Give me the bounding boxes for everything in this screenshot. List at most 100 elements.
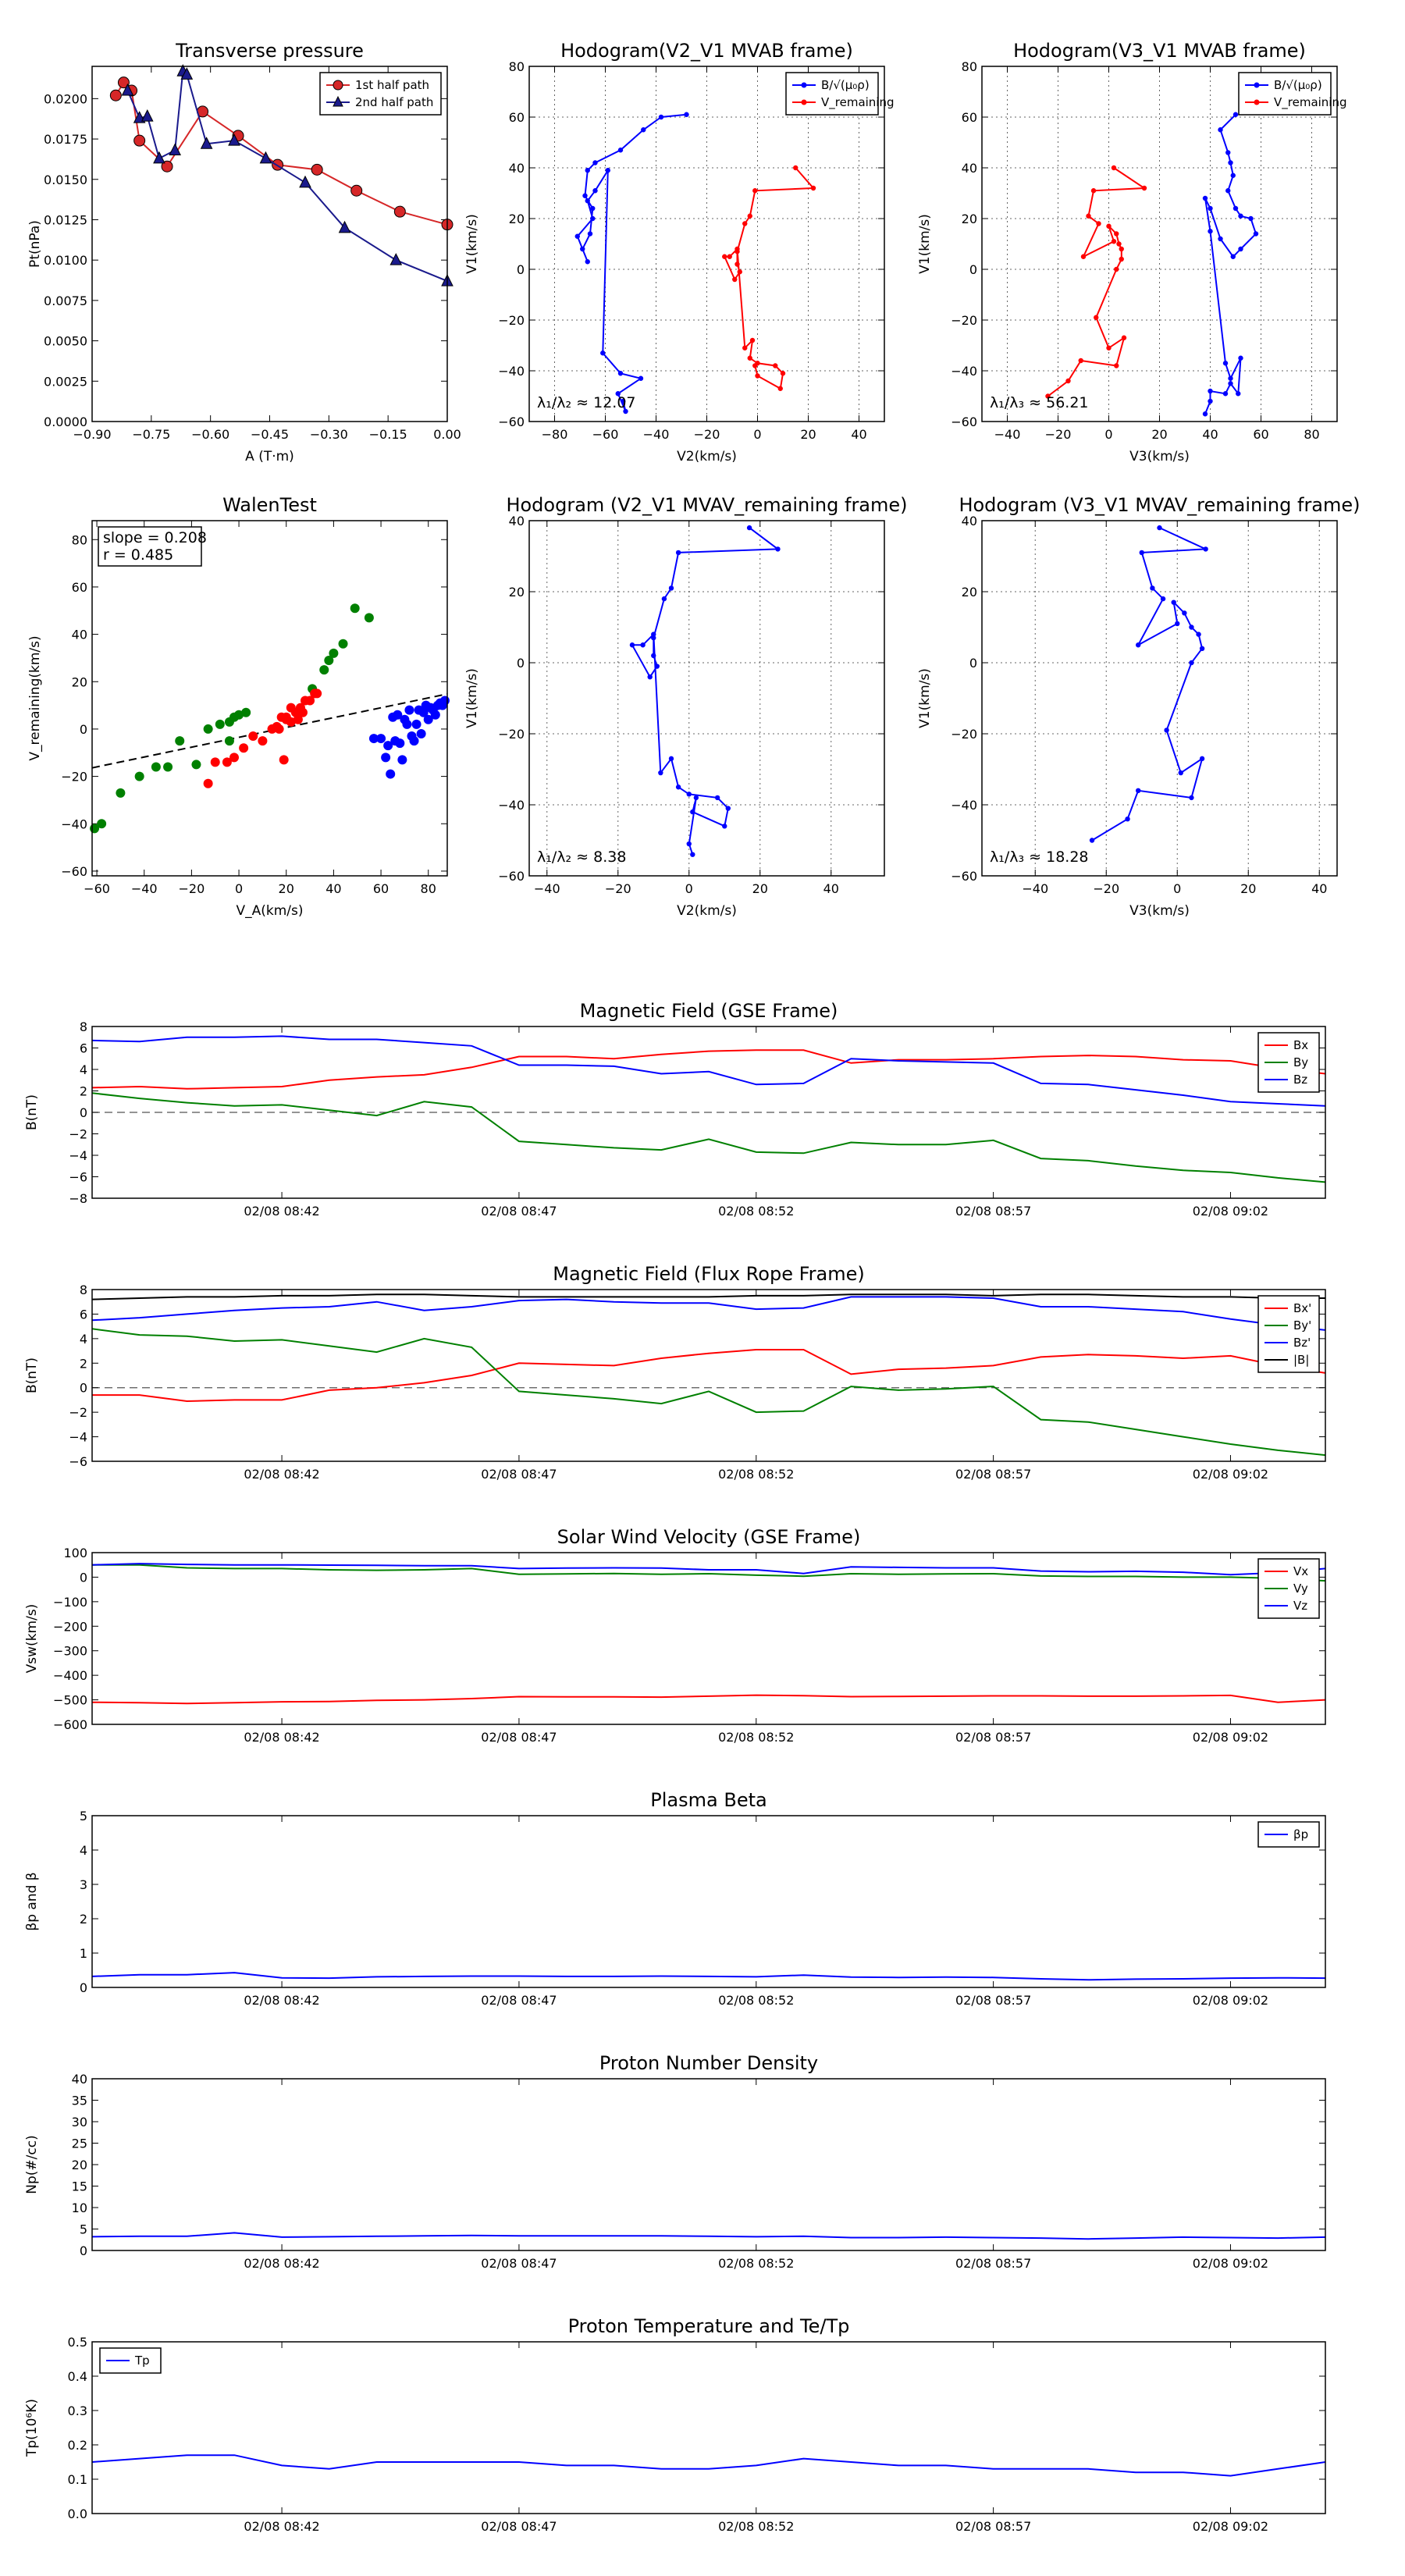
data-point [338, 639, 348, 649]
data-point [1225, 150, 1231, 155]
data-point [234, 710, 244, 720]
legend-label: Bx [1293, 1038, 1308, 1052]
data-point [1208, 388, 1213, 394]
solar-wind-velocity-svg: Solar Wind Velocity (GSE Frame) 02/08 08:… [24, 1526, 1326, 1745]
y-tick-label: −6 [69, 1170, 87, 1185]
data-point [402, 719, 412, 729]
data-point [350, 603, 360, 614]
y-axis-label: V1(km/s) [917, 214, 933, 274]
y-tick-label: 100 [63, 1546, 87, 1560]
y-tick-label: 0.0175 [44, 132, 87, 147]
data-point [651, 635, 656, 641]
series-line [126, 69, 448, 283]
data-point [1225, 188, 1231, 194]
y-tick-label: 0 [80, 1105, 87, 1120]
data-point [1160, 596, 1166, 602]
data-point [623, 408, 628, 415]
x-axis-label: V2(km/s) [677, 903, 737, 919]
y-tick-label: −600 [53, 1717, 87, 1732]
y-tick-label: −300 [53, 1644, 87, 1659]
data-point [312, 688, 322, 699]
data-point [297, 707, 308, 717]
x-tick-label: 40 [823, 881, 839, 896]
data-point [1203, 546, 1208, 552]
data-point [210, 757, 220, 767]
y-tick-label: −20 [951, 727, 977, 742]
x-tick-label: 0 [1173, 881, 1181, 896]
x-tick-label: 40 [1202, 427, 1218, 442]
data-point [423, 714, 433, 724]
annotation-text: λ₁/λ₃ ≈ 56.21 [990, 394, 1089, 411]
x-tick-label: 02/08 08:42 [244, 1993, 319, 2008]
x-tick-label: 02/08 08:47 [481, 1730, 557, 1745]
y-tick-label: −20 [951, 313, 977, 328]
y-tick-label: 4 [80, 1843, 87, 1858]
legend-label: 2nd half path [355, 95, 433, 109]
y-tick-label: −40 [61, 817, 87, 831]
data-point [1196, 632, 1201, 637]
data-point [1248, 215, 1254, 222]
data-point [259, 151, 272, 164]
legend-box [1238, 72, 1332, 116]
x-tick-label: 02/08 08:57 [955, 1467, 1031, 1482]
data-point [1182, 610, 1187, 616]
data-point [383, 741, 393, 751]
x-tick-label: 02/08 09:02 [1193, 2519, 1268, 2534]
chart-title: Hodogram (V2_V1 MVAV_remaining frame) [506, 494, 907, 516]
annotation-text: λ₁/λ₃ ≈ 18.28 [990, 849, 1089, 866]
data-point [675, 785, 681, 790]
proton-density-svg: Proton Number Density 02/08 08:42 02/08 08… [24, 2052, 1326, 2271]
data-point [773, 363, 778, 368]
data-point [222, 757, 232, 767]
plot-frame [91, 1289, 1326, 1462]
x-tick-label: −0.90 [73, 427, 111, 442]
data-point [658, 114, 664, 120]
data-point [1089, 838, 1095, 843]
chart-hodogram-v3-v1-mvab: Hodogram(V3_V1 MVAB frame) −40 −20 0 20 40 60 8… [917, 31, 1405, 464]
y-tick-label: 2 [80, 1084, 87, 1099]
y-tick-label: 0.0050 [44, 334, 87, 349]
data-point [641, 127, 646, 133]
x-axis-label: V_A(km/s) [236, 903, 303, 919]
legend-label: V_remaining [821, 95, 895, 110]
data-point [1096, 221, 1101, 226]
y-tick-label: 0.3 [68, 2403, 87, 2418]
chart-title: Hodogram (V3_V1 MVAV_remaining frame) [959, 494, 1360, 516]
data-point [1189, 795, 1194, 801]
data-point [793, 165, 799, 171]
y-tick-label: 0 [80, 1980, 87, 1995]
data-point [1230, 254, 1236, 259]
plot-frame [91, 1552, 1326, 1725]
data-point [638, 375, 644, 381]
x-tick-label: 02/08 09:02 [1193, 1730, 1268, 1745]
y-tick-label: −60 [951, 869, 977, 884]
chart-title: Hodogram(V2_V1 MVAB frame) [560, 40, 853, 62]
y-tick-label: 0.4 [68, 2369, 87, 2384]
data-point [605, 168, 610, 173]
chart-plasma-beta: Plasma Beta 02/08 08:42 02/08 08:47 02/08 0… [0, 1781, 1405, 2008]
y-tick-label: 6 [80, 1041, 87, 1056]
data-point [617, 148, 624, 153]
data-point [133, 134, 146, 147]
plot-frame [528, 520, 885, 877]
x-tick-label: 02/08 08:52 [718, 1467, 794, 1482]
x-tick-label: 02/08 08:57 [955, 1993, 1031, 2008]
y-axis-label: V1(km/s) [917, 668, 933, 728]
chart-title: Transverse pressure [175, 40, 364, 62]
x-tick-label: 40 [1311, 881, 1327, 896]
data-point [109, 89, 122, 101]
x-tick-label: −0.75 [132, 427, 170, 442]
data-point [617, 371, 624, 376]
x-tick-label: 40 [851, 427, 866, 442]
data-point [228, 133, 240, 146]
x-tick-label: 0 [1104, 427, 1112, 442]
series-line [92, 1349, 1326, 1403]
y-tick-label: 0.0 [68, 2507, 87, 2521]
series-line [91, 1293, 1325, 1300]
data-point [742, 221, 748, 226]
y-tick-label: 40 [962, 514, 977, 528]
data-point [293, 714, 303, 724]
data-point [151, 762, 161, 772]
data-point [311, 163, 323, 176]
data-point [215, 719, 225, 729]
